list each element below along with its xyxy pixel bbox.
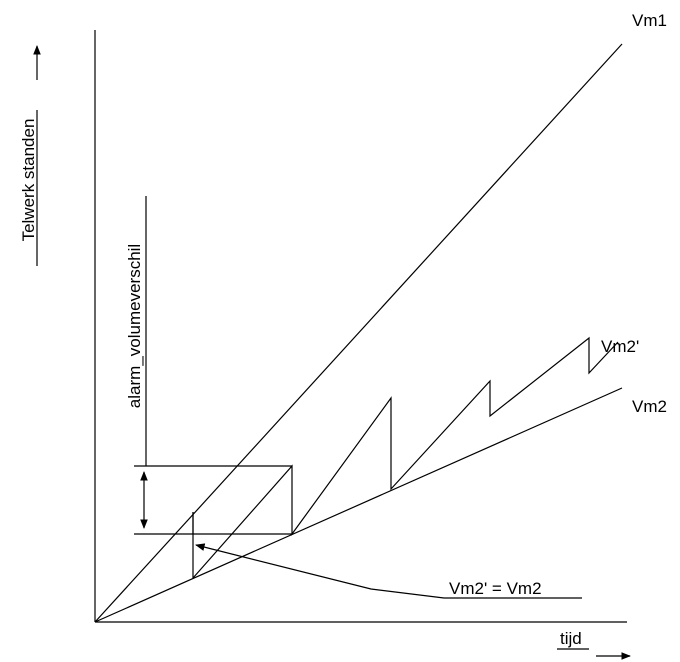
x-axis-label: tijd bbox=[560, 629, 582, 648]
vm1-label: Vm1 bbox=[632, 11, 667, 30]
vm2-label: Vm2 bbox=[632, 397, 667, 416]
equality-leader bbox=[195, 543, 582, 599]
vm2-line bbox=[94, 387, 623, 623]
y-axis-label: Telwerk standen bbox=[19, 119, 38, 242]
vm2-prime-sawtooth bbox=[192, 336, 619, 579]
vm1-line bbox=[94, 43, 623, 623]
vm2-prime-label: Vm2' bbox=[601, 337, 639, 356]
equality-label: Vm2' = Vm2 bbox=[449, 579, 542, 598]
alarm-label: alarm_volumeverschil bbox=[125, 244, 144, 408]
